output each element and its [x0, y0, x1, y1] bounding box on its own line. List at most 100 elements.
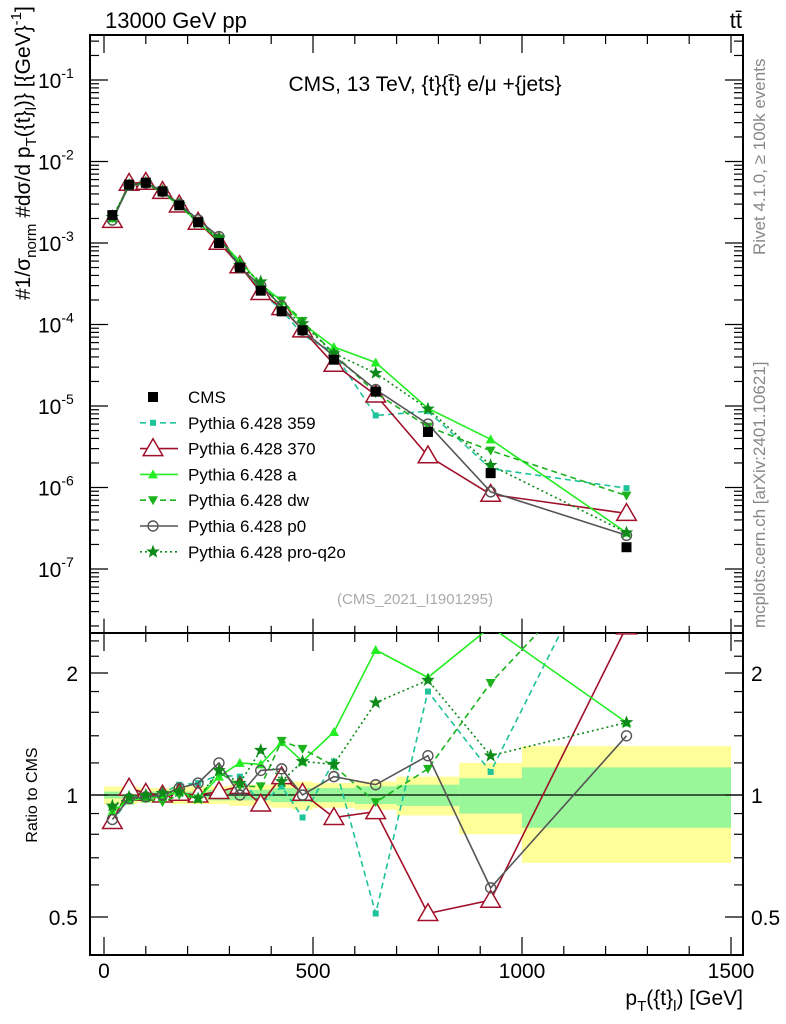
- tick-labels: 0 500 1000 1500 10-1 10-2 10-3 10-4 10-5 10-6 10-7…: [38, 65, 780, 983]
- circle-marker: [275, 763, 288, 775]
- rivet-version-label: Rivet 4.1.0, ≥ 100k events: [750, 59, 769, 255]
- circle-marker: [422, 750, 434, 762]
- square-marker: [621, 542, 632, 553]
- chart-title: CMS, 13 TeV, {t}{t̄} e/μ +{jets}: [288, 73, 561, 96]
- ratio-tick-label-right: 2: [751, 663, 763, 686]
- triangle-marker: [370, 357, 381, 367]
- inverted-triangle-marker: [157, 798, 168, 808]
- triangle-marker: [234, 757, 245, 767]
- legend-label: Pythia 6.428 dw: [188, 491, 310, 510]
- legend-entry: Pythia 6.428 370: [140, 437, 316, 459]
- legend-entry: CMS: [148, 388, 226, 407]
- star-marker: [295, 754, 310, 768]
- y-tick-label: 10-5: [38, 391, 74, 419]
- square-marker: [623, 485, 630, 492]
- inverted-triangle-marker: [485, 678, 496, 688]
- square-marker: [140, 177, 151, 188]
- square-marker: [487, 768, 494, 775]
- triangle-marker: [486, 622, 496, 631]
- inverted-triangle-marker: [485, 446, 496, 456]
- x-axis-title: pT({t}l) [GeV]: [625, 987, 743, 1015]
- legend-entry: Pythia 6.428 pro-q2o: [140, 543, 346, 562]
- star-marker: [191, 791, 205, 805]
- inverted-triangle-marker: [276, 736, 287, 746]
- header-process: 13000 GeV pp: [105, 8, 247, 33]
- legend-entry: Pythia 6.428 dw: [140, 491, 310, 510]
- ratio-tick-label-left: 0.5: [49, 907, 78, 930]
- stat-uncertainty-band: [522, 767, 731, 828]
- star-marker: [327, 757, 341, 771]
- square-marker: [157, 186, 168, 197]
- square-marker: [370, 386, 381, 397]
- star-marker: [253, 274, 268, 288]
- circle-marker: [234, 789, 246, 801]
- square-marker: [422, 426, 433, 437]
- triangle-marker: [207, 780, 231, 800]
- y-tick-label: 10-3: [38, 228, 74, 256]
- ratio-axis-title: Ratio to CMS: [24, 747, 41, 842]
- x-tick-label: 1000: [499, 960, 546, 983]
- uncertainty-bands: [90, 746, 743, 863]
- circle-marker: [192, 777, 204, 789]
- triangle-marker: [479, 888, 502, 908]
- header-final-state: tt̄: [730, 8, 742, 33]
- square-marker: [107, 210, 118, 221]
- inverted-triangle-marker: [297, 744, 308, 754]
- square-marker: [372, 910, 379, 917]
- star-marker: [368, 695, 383, 709]
- square-marker: [485, 468, 496, 479]
- inverted-triangle-marker: [255, 782, 266, 792]
- circle-marker: [296, 789, 309, 801]
- star-marker: [212, 763, 226, 777]
- main-panel-series: [101, 171, 638, 553]
- star-marker: [232, 775, 247, 789]
- legend-label: Pythia 6.428 pro-q2o: [188, 543, 346, 562]
- ratio-tick-label-left: 2: [66, 663, 78, 686]
- inverted-triangle-marker: [148, 496, 158, 506]
- square-marker: [213, 238, 224, 248]
- inverted-triangle-marker: [422, 764, 433, 774]
- legend-label: CMS: [188, 388, 226, 407]
- square-marker: [124, 179, 135, 190]
- square-marker: [297, 325, 308, 336]
- circle-marker: [484, 486, 497, 498]
- y-tick-label: 10-1: [38, 65, 74, 93]
- triangle-marker: [364, 800, 387, 820]
- star-marker: [421, 401, 435, 415]
- y-tick-label: 10-6: [38, 473, 74, 501]
- legend-label: Pythia 6.428 a: [188, 465, 297, 484]
- star-marker: [146, 544, 160, 558]
- ratio-tick-label-left: 1: [66, 785, 78, 808]
- ratio-tick-label-right: 1: [751, 785, 763, 808]
- square-marker: [148, 392, 158, 402]
- triangle-marker: [328, 727, 339, 737]
- x-tick-label: 0: [98, 960, 110, 983]
- triangle-marker: [485, 434, 496, 444]
- axes: [89, 34, 744, 956]
- y-tick-label: 10-4: [38, 310, 74, 338]
- series-line: [111, 182, 627, 537]
- circle-marker: [328, 770, 340, 783]
- circle-marker: [370, 779, 382, 791]
- star-marker: [155, 786, 170, 800]
- square-marker: [424, 688, 431, 695]
- star-marker: [619, 715, 634, 729]
- square-marker: [276, 306, 287, 317]
- square-marker: [328, 354, 339, 365]
- ratio-tick-label-right: 0.5: [751, 907, 780, 930]
- y-tick-label: 10-7: [38, 554, 74, 582]
- legend-label: Pythia 6.428 p0: [188, 517, 306, 536]
- ratio-panel-frame: [89, 632, 744, 956]
- legend-entry: Pythia 6.428 359: [140, 414, 316, 433]
- square-marker: [372, 412, 379, 419]
- inverted-triangle-marker: [621, 491, 632, 501]
- star-marker: [483, 458, 498, 472]
- inverted-triangle-marker: [370, 798, 381, 808]
- circle-marker: [484, 882, 497, 894]
- square-marker: [299, 814, 306, 821]
- triangle-marker: [370, 644, 381, 654]
- stat-uncertainty-band: [459, 778, 522, 814]
- series-line: [111, 181, 627, 515]
- circle-marker: [255, 764, 267, 777]
